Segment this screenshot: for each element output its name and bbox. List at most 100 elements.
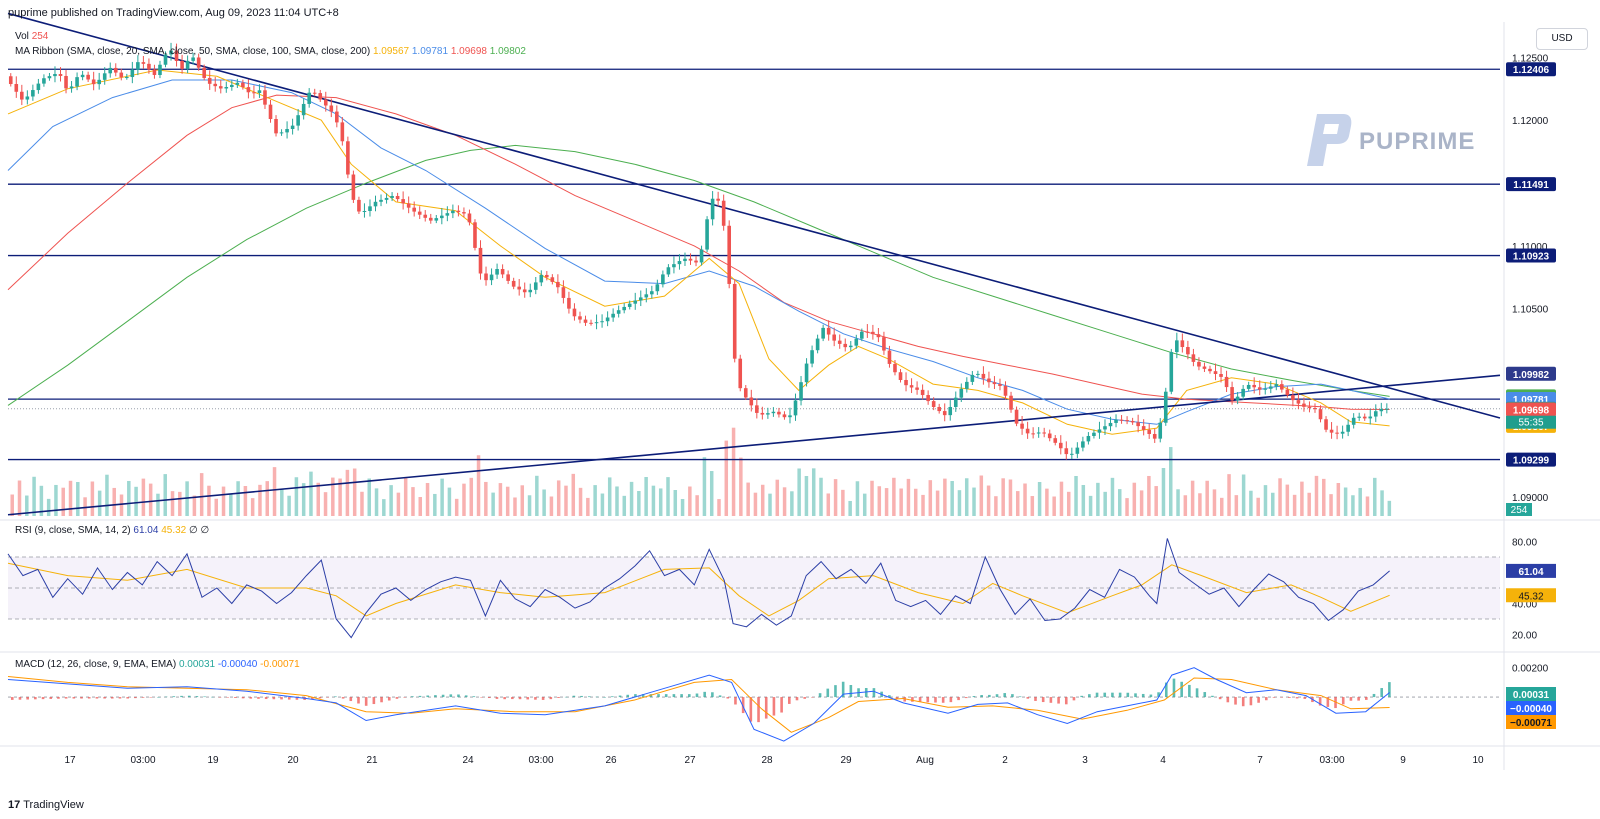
candle-body [113,67,118,73]
volume-bar [389,485,393,516]
volume-bar [709,471,714,516]
volume-bar [229,493,233,516]
volume-bar [454,498,459,516]
price-label-text: 1.09781 [1513,395,1550,406]
candle-body [1053,438,1058,443]
volume-bar [214,498,218,516]
volume-bar [688,486,692,516]
candle-body [445,213,450,216]
macd-histogram-bar [1272,697,1276,698]
candle-body [406,203,411,208]
time-axis-label: 26 [605,755,617,766]
currency-button[interactable]: USD [1536,28,1588,50]
candle-body [384,197,389,200]
volume-bar [1074,476,1078,516]
candle-body [257,90,262,93]
volume-bar [1132,482,1137,516]
macd-histogram-bar [872,688,876,698]
macd-histogram-bar [380,697,383,703]
time-axis-label: Aug [916,755,934,766]
candle-body [782,414,787,418]
candle-body [1379,409,1384,412]
candle-body [1235,396,1240,401]
time-axis-label: 03:00 [1319,755,1344,766]
ma20-legend-value: 1.09567 [372,46,410,57]
volume-bar [658,488,663,516]
macd-histogram-bar [1249,697,1253,706]
macd-histogram-bar [141,697,145,698]
candle-body [1147,429,1151,434]
candle-body [185,60,190,69]
macd-histogram-bar [341,697,345,699]
macd-histogram-bar [803,697,806,699]
volume-bar [294,477,299,516]
candle-body [1136,422,1140,427]
volume-bar [556,480,561,516]
candle-body [86,74,90,80]
volume-bar [1023,483,1027,516]
volume-bar [1037,482,1042,516]
volume-bar [323,492,328,516]
candle-body [528,289,533,293]
candle-body [605,317,610,322]
macd-histogram-bar [780,697,783,713]
macd-histogram-bar [1295,697,1299,699]
candle-body [484,273,488,281]
candle-body [1230,387,1234,401]
candle-body [959,388,964,398]
volume-bar [972,487,976,516]
candle-body [1335,432,1339,434]
candle-body [556,281,560,288]
macd-histogram-bar [1149,694,1153,698]
candle-body [1268,386,1273,389]
candle-body [1385,408,1389,410]
volume-bar [425,483,430,516]
candle-body [1318,409,1323,420]
macd-histogram-bar [841,681,845,698]
volume-bar [192,495,197,516]
volume-bar [1329,494,1333,516]
volume-bar [1008,479,1013,516]
macd-histogram-bar [926,697,930,703]
candle-body [478,247,483,274]
candle-body [1036,432,1041,434]
volume-bar [804,476,809,516]
volume-bar [702,457,707,516]
macd-histogram-bar [218,697,222,698]
macd-histogram-bar [49,697,53,699]
macd-histogram-bar [1080,695,1083,698]
candle-body [489,274,494,281]
candle-body [1092,432,1096,436]
volume-bar [513,497,517,516]
macd-histogram-bar [134,697,137,699]
macd-histogram-bar [941,697,945,703]
macd-histogram-bar [664,694,668,698]
macd-histogram-bar [211,696,214,698]
macd-histogram-bar [1388,682,1391,698]
candle-body [837,340,842,344]
macd-histogram-bar [988,694,991,698]
candle-body [511,280,516,287]
candle-body [36,83,41,91]
candle-body [213,83,218,87]
volume-bar [899,488,903,516]
volume-bar [782,487,787,516]
macd-legend-label: MACD (12, 26, close, 9, EMA, EMA) [15,659,177,670]
candle-body [1340,431,1345,434]
volume-bar [498,483,503,516]
volume-bar [97,490,102,516]
candle-body [965,381,969,389]
volume-bar [374,488,379,516]
price-label-box [1506,177,1556,192]
volume-bar [1300,481,1304,516]
macd-value-text: 0.00031 [1513,690,1550,701]
macd-histogram-bar [1003,693,1007,698]
volume-bar [1271,492,1275,516]
macd-histogram-bar [572,695,576,698]
candle-body [301,103,306,116]
candle-body [583,319,588,323]
candle-body [335,111,339,123]
macd-histogram-bar [1203,692,1207,698]
candle-body [1357,416,1361,418]
